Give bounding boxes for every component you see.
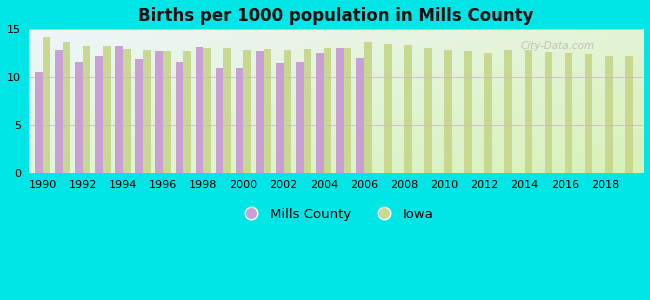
- Bar: [176, 62, 183, 172]
- Bar: [625, 56, 632, 172]
- Bar: [444, 50, 452, 172]
- Bar: [605, 56, 612, 172]
- Bar: [296, 62, 304, 172]
- Bar: [203, 48, 211, 172]
- Bar: [244, 50, 251, 172]
- Bar: [545, 52, 552, 172]
- Bar: [404, 45, 411, 172]
- Bar: [123, 49, 131, 172]
- Bar: [565, 53, 573, 172]
- Bar: [283, 50, 291, 172]
- Bar: [135, 59, 143, 172]
- Bar: [525, 50, 532, 172]
- Bar: [75, 62, 83, 172]
- Bar: [356, 58, 364, 172]
- Text: City-Data.com: City-Data.com: [520, 41, 594, 51]
- Bar: [324, 48, 332, 172]
- Bar: [276, 63, 283, 172]
- Bar: [224, 48, 231, 172]
- Bar: [585, 54, 592, 172]
- Bar: [304, 49, 311, 172]
- Bar: [424, 48, 432, 172]
- Bar: [155, 51, 163, 172]
- Bar: [163, 51, 171, 172]
- Bar: [35, 72, 43, 172]
- Bar: [143, 50, 151, 172]
- Bar: [484, 53, 492, 172]
- Bar: [344, 48, 352, 172]
- Bar: [336, 48, 344, 172]
- Bar: [316, 53, 324, 172]
- Bar: [196, 47, 203, 172]
- Bar: [256, 51, 263, 172]
- Bar: [43, 37, 50, 172]
- Title: Births per 1000 population in Mills County: Births per 1000 population in Mills Coun…: [138, 7, 534, 25]
- Bar: [183, 51, 191, 172]
- Bar: [55, 50, 62, 172]
- Bar: [115, 46, 123, 172]
- Bar: [96, 56, 103, 172]
- Bar: [504, 50, 512, 172]
- Bar: [62, 42, 70, 172]
- Bar: [464, 51, 472, 172]
- Bar: [236, 68, 244, 172]
- Bar: [364, 42, 372, 172]
- Bar: [263, 49, 271, 172]
- Bar: [216, 68, 224, 172]
- Legend: Mills County, Iowa: Mills County, Iowa: [233, 203, 439, 226]
- Bar: [103, 46, 111, 172]
- Bar: [83, 46, 90, 172]
- Bar: [384, 44, 392, 172]
